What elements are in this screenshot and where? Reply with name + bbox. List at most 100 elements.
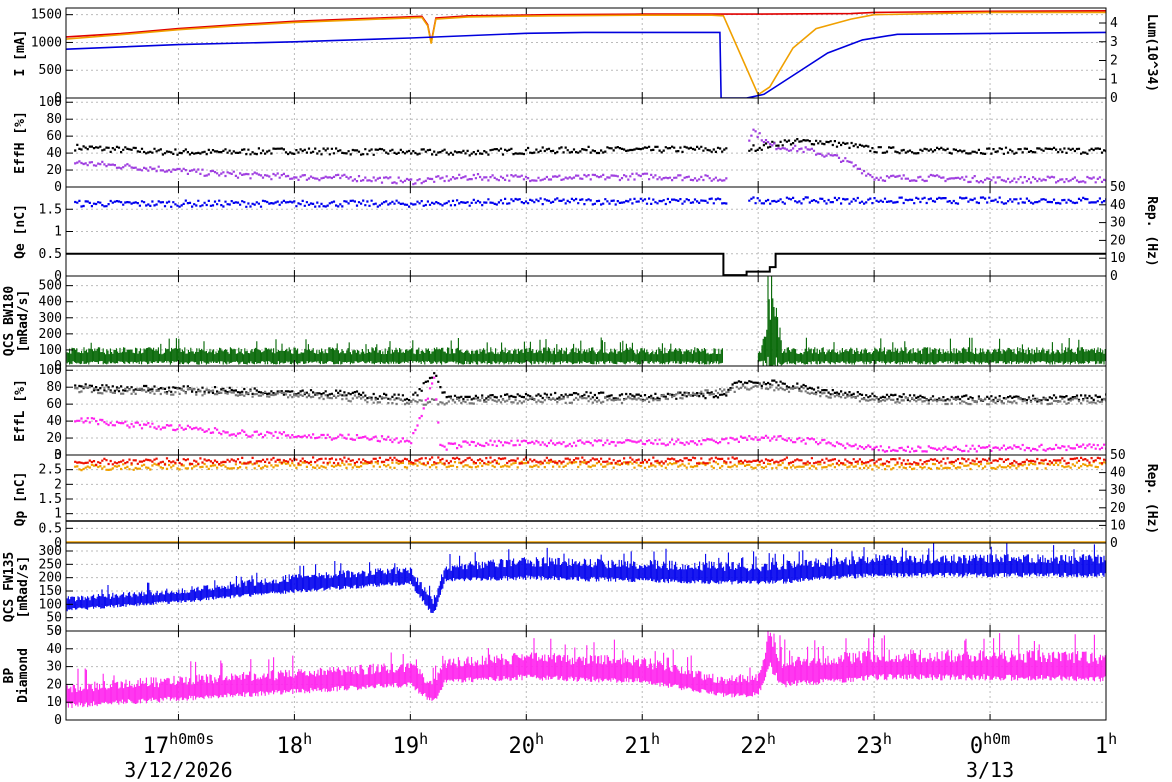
x-tick-label: 23h <box>856 730 892 759</box>
right-axis-title: Rep. (Hz) <box>1144 196 1159 266</box>
right-tick-label: 10 <box>1110 251 1126 266</box>
panel-frame <box>65 7 1107 99</box>
series-line-current-1 <box>66 11 1106 96</box>
y-tick-label: 200 <box>39 571 62 586</box>
y-tick-label: 2.5 <box>39 463 62 478</box>
y-tick-label: 0.5 <box>39 247 62 262</box>
panel-series <box>74 372 1106 453</box>
y-tick-label: 200 <box>39 327 62 342</box>
right-tick-label: 1 <box>1110 72 1118 87</box>
y-tick-label: 100 <box>39 597 62 612</box>
right-tick-label: 40 <box>1110 466 1126 481</box>
y-tick-label: 0 <box>54 713 62 728</box>
right-axis-title: Lum(10^34) <box>1144 14 1159 92</box>
right-tick-label: 40 <box>1110 198 1126 213</box>
y-axis-title: EffL [%] <box>13 379 28 442</box>
y-tick-label: 30 <box>46 660 62 675</box>
y-axis-title: [mRad/s] <box>16 290 31 353</box>
y-tick-label: 80 <box>46 380 62 395</box>
y-axis-title: Diamond <box>16 648 31 703</box>
x-date-label: 3/12/2026 <box>124 758 232 782</box>
y-tick-label: 40 <box>46 146 62 161</box>
y-tick-label: 0 <box>54 269 62 284</box>
right-tick-label: 0 <box>1110 269 1118 284</box>
panel-effl: 0 20 40 60 80 100 EffL [%] <box>13 363 1107 463</box>
x-axis: 17h0m0s 18h 19h 20h 21h 22h 23h 0h0m 1h 3/12/2026… <box>124 730 1117 782</box>
y-tick-label: 20 <box>46 431 62 446</box>
y-tick-label: 100 <box>39 95 62 110</box>
right-axis-title: Rep. (Hz) <box>1144 464 1159 534</box>
panel-bp_diamond: 0 10 20 30 40 50 BP Diamond <box>2 624 1107 728</box>
x-tick-label: 18h <box>277 730 313 759</box>
series-points-effh-1 <box>74 128 1106 186</box>
right-tick-label: 20 <box>1110 233 1126 248</box>
y-tick-label: 80 <box>46 112 62 127</box>
y-tick-label: 0.5 <box>39 521 62 536</box>
right-tick-label: 10 <box>1110 518 1126 533</box>
x-date-label: 3/13 <box>966 758 1014 782</box>
y-tick-label: 100 <box>39 363 62 378</box>
series-band-qcs_fw-0 <box>66 543 1106 613</box>
y-tick-label: 300 <box>39 544 62 559</box>
right-tick-label: 20 <box>1110 501 1126 516</box>
panel-series <box>66 456 1106 543</box>
y-tick-label: 0 <box>54 180 62 195</box>
series-points-effl-0 <box>74 372 1106 403</box>
series-band-bp_diamond-0 <box>66 631 1106 708</box>
y-axis-title: Qp [nC] <box>13 472 28 527</box>
y-tick-label: 1000 <box>31 35 62 50</box>
series-points-effl-2 <box>74 376 1106 453</box>
panel-qe: 0 0.5 1 1.5 Qe [nC] 0 10 20 30 40 50 Rep. (Hz) <box>13 180 1159 284</box>
right-tick-label: 2 <box>1110 54 1118 69</box>
series-points-effh-0 <box>74 138 1106 157</box>
panel-series <box>66 543 1106 613</box>
y-tick-label: 0 <box>54 536 62 551</box>
y-tick-label: 400 <box>39 295 62 310</box>
y-tick-label: 40 <box>46 642 62 657</box>
y-tick-label: 50 <box>46 624 62 639</box>
y-tick-label: 60 <box>46 397 62 412</box>
series-points-effl-1 <box>74 382 1106 406</box>
y-tick-label: 60 <box>46 129 62 144</box>
panel-frame <box>65 630 1107 721</box>
series-line-current-2 <box>66 31 1106 98</box>
y-tick-label: 1 <box>54 507 62 522</box>
y-tick-label: 0 <box>54 359 62 374</box>
y-tick-label: 0 <box>54 624 62 639</box>
right-tick-label: 4 <box>1110 16 1118 31</box>
series-points-qe-0 <box>74 196 1106 208</box>
x-tick-label: 1h <box>1095 730 1117 759</box>
panel-series <box>66 631 1106 708</box>
y-tick-label: 3 <box>54 448 62 463</box>
right-tick-label: 0 <box>1110 536 1118 551</box>
y-tick-label: 1500 <box>31 8 62 23</box>
series-line-qe-1 <box>66 252 1106 276</box>
right-tick-label: 50 <box>1110 448 1126 463</box>
y-tick-label: 10 <box>46 695 62 710</box>
x-tick-label: 20h <box>509 730 545 759</box>
right-tick-label: 30 <box>1110 483 1126 498</box>
y-tick-label: 500 <box>39 279 62 294</box>
y-tick-label: 500 <box>39 63 62 78</box>
y-tick-label: 20 <box>46 677 62 692</box>
y-axis-title: BP <box>2 668 17 684</box>
y-axis-title: EffH [%] <box>13 111 28 174</box>
panel-series <box>66 276 1106 366</box>
panel-series <box>66 196 1106 276</box>
series-points-qp-1 <box>74 456 1106 466</box>
x-tick-label: 19h <box>393 730 429 759</box>
y-tick-label: 250 <box>39 557 62 572</box>
y-tick-label: 50 <box>46 611 62 626</box>
y-axis-title: Qe [nC] <box>13 204 28 259</box>
series-line-current-0 <box>66 10 1106 43</box>
y-tick-label: 0 <box>54 91 62 106</box>
x-tick-label: 0h0m <box>970 730 1010 759</box>
right-tick-label: 0 <box>1110 91 1118 106</box>
y-axis-title: I [mA] <box>13 30 28 77</box>
x-tick-label: 17h0m0s <box>143 730 215 759</box>
right-tick-label: 3 <box>1110 35 1118 50</box>
